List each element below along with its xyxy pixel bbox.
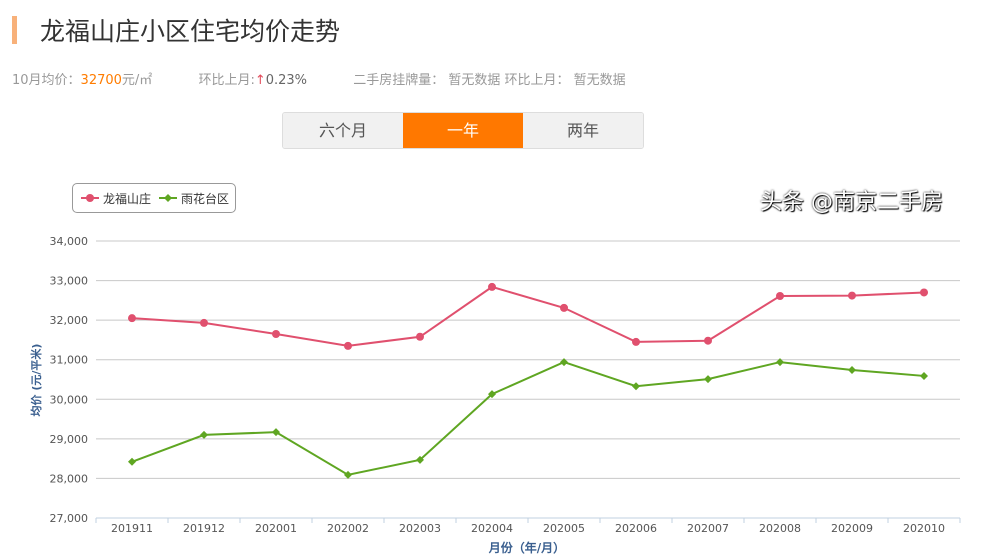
tab-two-years[interactable]: 两年 [523, 113, 643, 148]
data-point [560, 303, 568, 312]
title-accent-bar [12, 16, 17, 44]
y-tick-label: 34,000 [50, 235, 89, 248]
data-point [776, 292, 784, 301]
y-tick-label: 32,000 [50, 314, 89, 327]
x-tick-label: 202002 [327, 522, 369, 535]
listing-label: 二手房挂牌量： [353, 73, 445, 88]
listing-mom-label: 环比上月： [504, 73, 570, 88]
y-axis-label: 均价 (元/平米) [29, 344, 43, 417]
page-title: 龙福山庄小区住宅均价走势 [40, 17, 341, 46]
data-point [344, 341, 352, 350]
data-point [704, 336, 712, 345]
y-tick-label: 30,000 [50, 393, 89, 406]
stats-row: 10月均价：32700元/㎡ 环比上月:↑0.23% 二手房挂牌量： 暂无数据 … [12, 69, 626, 88]
listing-value: 暂无数据 [448, 73, 501, 88]
data-point [272, 329, 280, 338]
y-tick-label: 27,000 [50, 512, 89, 525]
data-point [200, 430, 208, 439]
data-point [632, 382, 640, 391]
data-point [920, 371, 928, 380]
data-point [848, 291, 856, 300]
y-tick-label: 29,000 [50, 433, 89, 446]
data-point [128, 314, 136, 323]
y-tick-label: 28,000 [50, 472, 89, 485]
legend-label: 龙福山庄 [103, 191, 152, 206]
series-line-1 [131, 285, 925, 347]
data-point [200, 318, 208, 327]
mom-label: 环比上月: [198, 73, 255, 88]
x-axis-label: 月份（年/月） [488, 540, 565, 555]
x-tick-label: 202009 [831, 522, 873, 535]
legend-label: 雨花台区 [181, 191, 230, 206]
x-tick-label: 202010 [903, 522, 945, 535]
data-point [344, 470, 352, 479]
data-point [272, 428, 280, 437]
listing-mom-value: 暂无数据 [573, 73, 626, 88]
data-point [560, 358, 568, 367]
tab-one-year[interactable]: 一年 [403, 113, 523, 148]
period-tabs: 六个月 一年 两年 [282, 112, 644, 149]
data-point [416, 332, 424, 341]
x-tick-label: 201912 [183, 522, 225, 535]
data-point [920, 288, 928, 297]
x-tick-label: 202006 [615, 522, 657, 535]
x-tick-label: 202001 [255, 522, 297, 535]
legend-item-series-1[interactable]: 龙福山庄 [81, 190, 151, 207]
diamond-marker-icon [159, 194, 178, 202]
data-point [416, 455, 424, 464]
avg-value: 32700 [80, 73, 122, 88]
data-point [776, 358, 784, 367]
circle-marker-icon [81, 194, 99, 202]
data-point [128, 457, 136, 466]
y-tick-label: 33,000 [50, 275, 89, 288]
x-tick-label: 202003 [399, 522, 441, 535]
avg-unit: 元/㎡ [121, 73, 153, 88]
chart-legend: 龙福山庄 雨花台区 [72, 183, 236, 213]
x-tick-label: 202005 [543, 522, 585, 535]
data-point [704, 375, 712, 384]
avg-label: 10月均价： [12, 73, 81, 88]
watermark: 头条 @南京二手房 [760, 190, 943, 215]
x-tick-label: 202008 [759, 522, 801, 535]
legend-item-series-2[interactable]: 雨花台区 [159, 190, 229, 207]
data-point [488, 282, 496, 291]
x-tick-label: 202007 [687, 522, 729, 535]
x-tick-label: 201911 [111, 522, 153, 535]
y-tick-label: 31,000 [50, 354, 89, 367]
series-line-2 [131, 361, 925, 476]
tab-six-months[interactable]: 六个月 [283, 113, 403, 148]
data-point [488, 390, 496, 399]
data-point [848, 366, 856, 375]
mom-value: 0.23% [265, 73, 308, 88]
up-arrow-icon: ↑ [254, 73, 266, 88]
data-point [632, 337, 640, 346]
x-tick-label: 202004 [471, 522, 513, 535]
